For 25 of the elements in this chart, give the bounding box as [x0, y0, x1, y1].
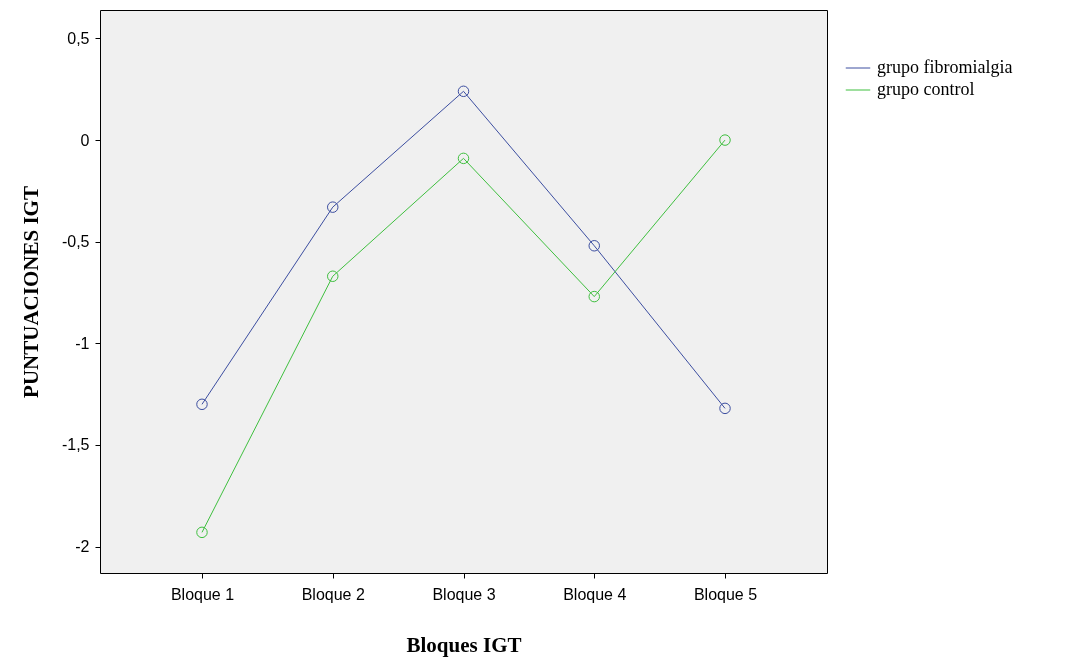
y-tick-label: 0,5 — [67, 29, 90, 47]
y-tick-label: -1,5 — [61, 436, 90, 454]
point — [327, 270, 339, 282]
x-tick-label: Bloque 3 — [432, 585, 496, 603]
point — [457, 85, 470, 98]
legend-label: grupo fibromialgia — [877, 57, 1013, 77]
y-tick-label: -2 — [75, 538, 90, 556]
x-axis-title: Bloques IGT — [406, 632, 522, 657]
point — [196, 398, 208, 411]
x-tick-label: Bloque 1 — [170, 585, 235, 603]
x-tick-label: Bloque 5 — [693, 585, 758, 603]
point — [719, 402, 731, 415]
y-tick-label: -0,5 — [61, 233, 90, 251]
point — [588, 240, 600, 252]
point — [457, 152, 470, 165]
x-tick-label: Bloque 4 — [563, 585, 627, 603]
point — [196, 526, 208, 539]
legend-label: grupo control — [877, 79, 975, 99]
y-axis-title: PUNTUACIONES IGT — [18, 186, 43, 398]
x-tick-label: Bloque 2 — [301, 585, 365, 603]
y-tick-label: 0 — [80, 131, 90, 149]
y-tick-label: -1 — [75, 334, 90, 352]
point — [719, 134, 731, 146]
point — [588, 290, 600, 303]
point — [327, 201, 339, 213]
